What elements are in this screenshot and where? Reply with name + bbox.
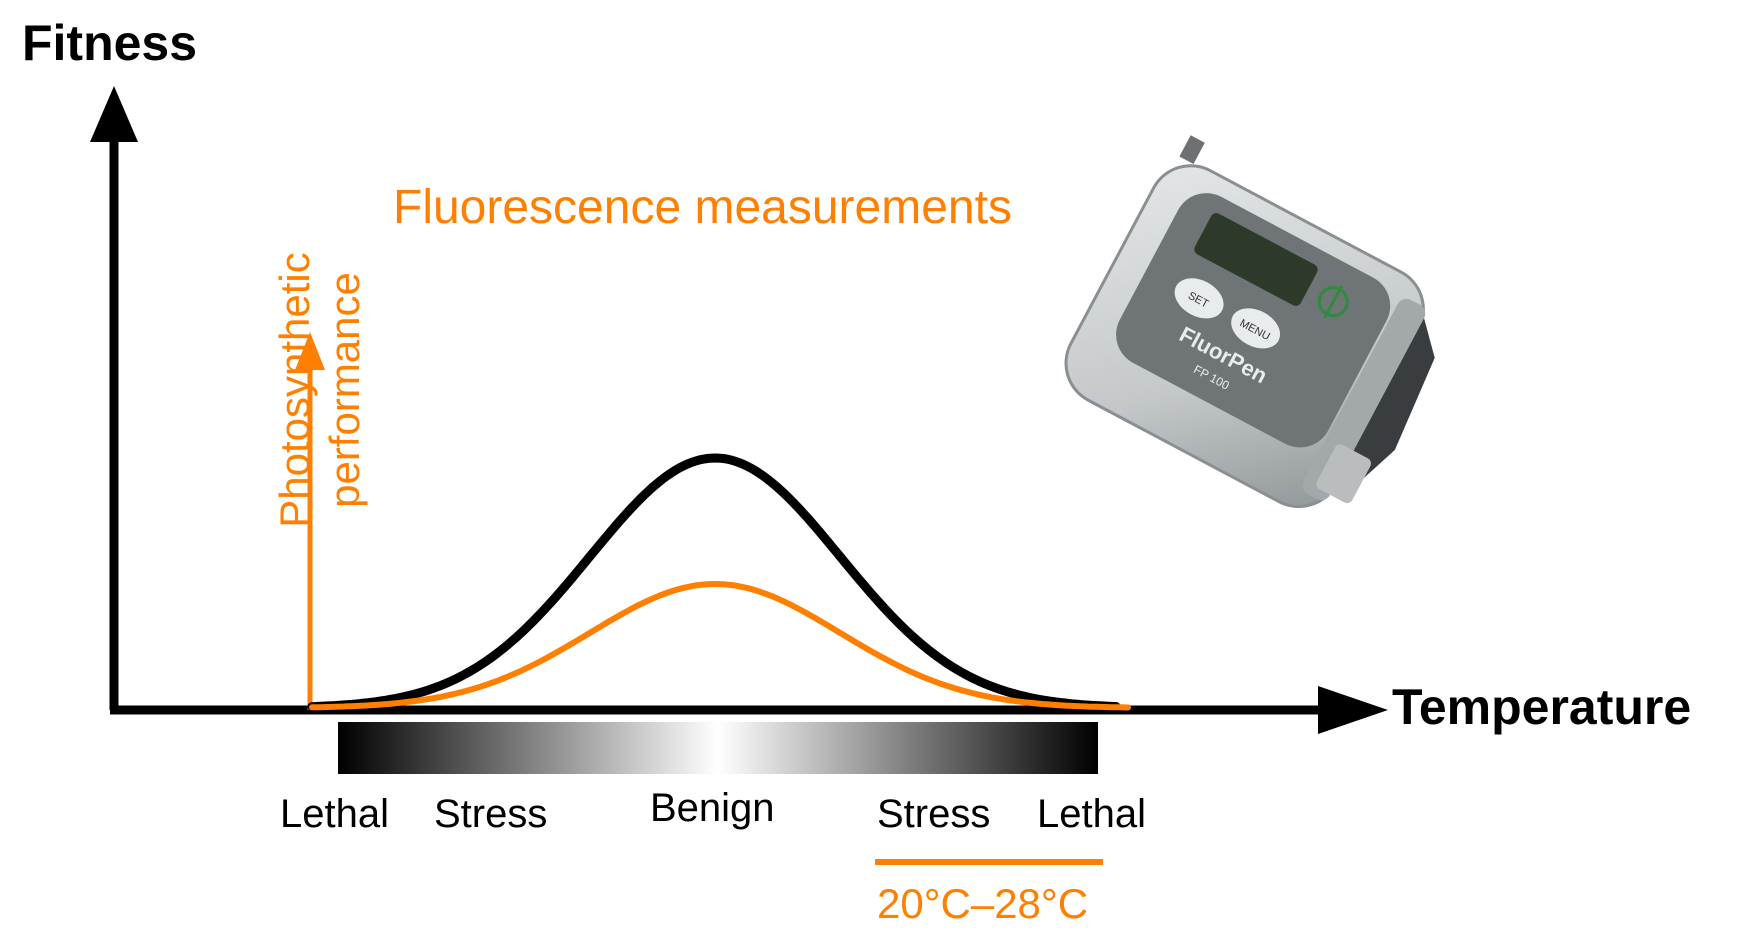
y-axis-title: Fitness: [22, 15, 198, 71]
device-screen: [1194, 213, 1318, 306]
x-axis-arrowhead: [1318, 686, 1388, 734]
device-antenna: [1179, 135, 1205, 164]
photosynthetic-axis-label: Photosynthetic performance: [271, 252, 368, 528]
fitness-curve: [307, 453, 1121, 712]
device-menu-button: [1231, 308, 1281, 349]
temperature-gradient-bar: [338, 722, 1098, 774]
zone-label-stress-left: Stress: [434, 792, 548, 836]
device-logo-icon: [1317, 285, 1349, 319]
photosynthetic-performance-curve: [309, 581, 1131, 711]
device-end-cap: [1302, 298, 1426, 501]
device-leaf-clip: [1344, 318, 1435, 486]
zone-label-lethal-left: Lethal: [280, 792, 389, 836]
diagram-title: Fluorescence measurements: [393, 181, 1012, 234]
device-clip-pad: [1316, 444, 1371, 504]
zone-label-lethal-right: Lethal: [1037, 792, 1146, 836]
fluorpen-device-image: SET MENU FluorPen FP 100: [1064, 135, 1435, 509]
photosynthetic-axis-arrowhead: [295, 332, 325, 370]
optimal-range-label: 20°C–28°C: [877, 880, 1089, 927]
zone-label-benign: Benign: [650, 786, 775, 830]
device-set-button: [1174, 278, 1224, 319]
x-axis-title: Temperature: [1392, 679, 1692, 735]
y-axis-arrowhead: [90, 86, 138, 142]
zone-label-stress-right: Stress: [877, 792, 991, 836]
